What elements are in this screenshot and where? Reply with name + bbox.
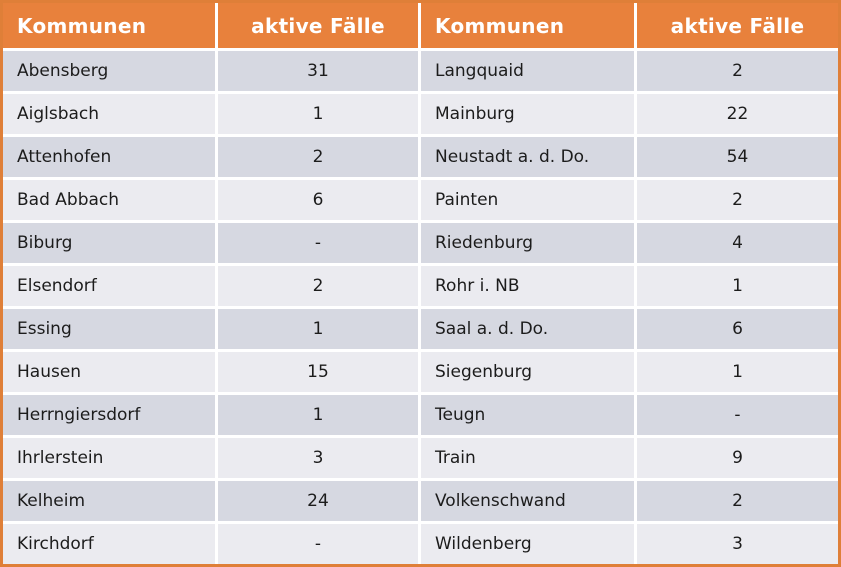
active-cases-cell: 1 bbox=[637, 266, 838, 306]
header-aktive-faelle-left: aktive Fälle bbox=[218, 3, 418, 48]
kommune-name-cell: Langquaid bbox=[421, 51, 634, 91]
kommune-name-cell: Aiglsbach bbox=[3, 94, 215, 134]
kommune-name-cell: Mainburg bbox=[421, 94, 634, 134]
active-cases-cell: 2 bbox=[218, 137, 418, 177]
kommune-name-cell: Painten bbox=[421, 180, 634, 220]
active-cases-cell: 9 bbox=[637, 438, 838, 478]
active-cases-cell: 2 bbox=[218, 266, 418, 306]
active-cases-cell: 4 bbox=[637, 223, 838, 263]
active-cases-cell: 54 bbox=[637, 137, 838, 177]
active-cases-cell: - bbox=[218, 524, 418, 564]
kommune-name-cell: Train bbox=[421, 438, 634, 478]
kommune-name-cell: Bad Abbach bbox=[3, 180, 215, 220]
kommune-name-cell: Biburg bbox=[3, 223, 215, 263]
active-cases-cell: 2 bbox=[637, 180, 838, 220]
active-cases-cell: 2 bbox=[637, 51, 838, 91]
kommune-name-cell: Elsendorf bbox=[3, 266, 215, 306]
active-cases-cell: 24 bbox=[218, 481, 418, 521]
kommune-name-cell: Kelheim bbox=[3, 481, 215, 521]
kommune-name-cell: Volkenschwand bbox=[421, 481, 634, 521]
active-cases-cell: - bbox=[218, 223, 418, 263]
kommune-name-cell: Attenhofen bbox=[3, 137, 215, 177]
kommune-name-cell: Riedenburg bbox=[421, 223, 634, 263]
header-aktive-faelle-right: aktive Fälle bbox=[637, 3, 838, 48]
active-cases-cell: 6 bbox=[637, 309, 838, 349]
active-cases-cell: 6 bbox=[218, 180, 418, 220]
active-cases-cell: - bbox=[637, 395, 838, 435]
kommune-name-cell: Wildenberg bbox=[421, 524, 634, 564]
active-cases-cell: 22 bbox=[637, 94, 838, 134]
header-kommunen-left: Kommunen bbox=[3, 3, 215, 48]
active-cases-cell: 2 bbox=[637, 481, 838, 521]
kommune-name-cell: Herrngiersdorf bbox=[3, 395, 215, 435]
kommune-name-cell: Teugn bbox=[421, 395, 634, 435]
kommune-name-cell: Neustadt a. d. Do. bbox=[421, 137, 634, 177]
kommune-name-cell: Ihrlerstein bbox=[3, 438, 215, 478]
kommune-name-cell: Saal a. d. Do. bbox=[421, 309, 634, 349]
kommune-name-cell: Hausen bbox=[3, 352, 215, 392]
active-cases-cell: 1 bbox=[218, 309, 418, 349]
kommune-name-cell: Siegenburg bbox=[421, 352, 634, 392]
active-cases-cell: 1 bbox=[218, 395, 418, 435]
kommune-name-cell: Essing bbox=[3, 309, 215, 349]
active-cases-cell: 3 bbox=[637, 524, 838, 564]
header-kommunen-right: Kommunen bbox=[421, 3, 634, 48]
active-cases-cell: 1 bbox=[218, 94, 418, 134]
kommune-name-cell: Rohr i. NB bbox=[421, 266, 634, 306]
active-cases-cell: 31 bbox=[218, 51, 418, 91]
active-cases-cell: 15 bbox=[218, 352, 418, 392]
active-cases-cell: 3 bbox=[218, 438, 418, 478]
kommune-name-cell: Abensberg bbox=[3, 51, 215, 91]
kommune-name-cell: Kirchdorf bbox=[3, 524, 215, 564]
active-cases-cell: 1 bbox=[637, 352, 838, 392]
